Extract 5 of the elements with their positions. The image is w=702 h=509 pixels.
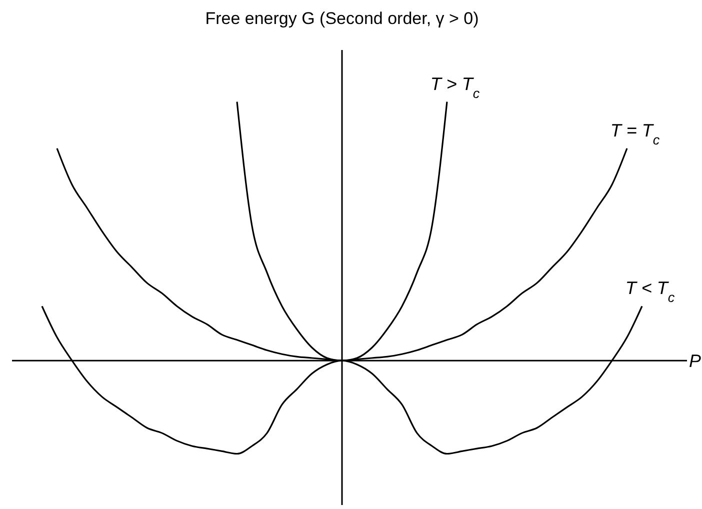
x-axis-title: P — [689, 350, 702, 371]
series-label: T < T$_{c}$ — [625, 278, 675, 305]
series-label: T = T$_{c}$ — [610, 120, 660, 147]
series-label: T > T$_{c}$ — [430, 74, 480, 100]
chart-title: Free energy G (Second order, γ > 0) — [205, 9, 479, 28]
